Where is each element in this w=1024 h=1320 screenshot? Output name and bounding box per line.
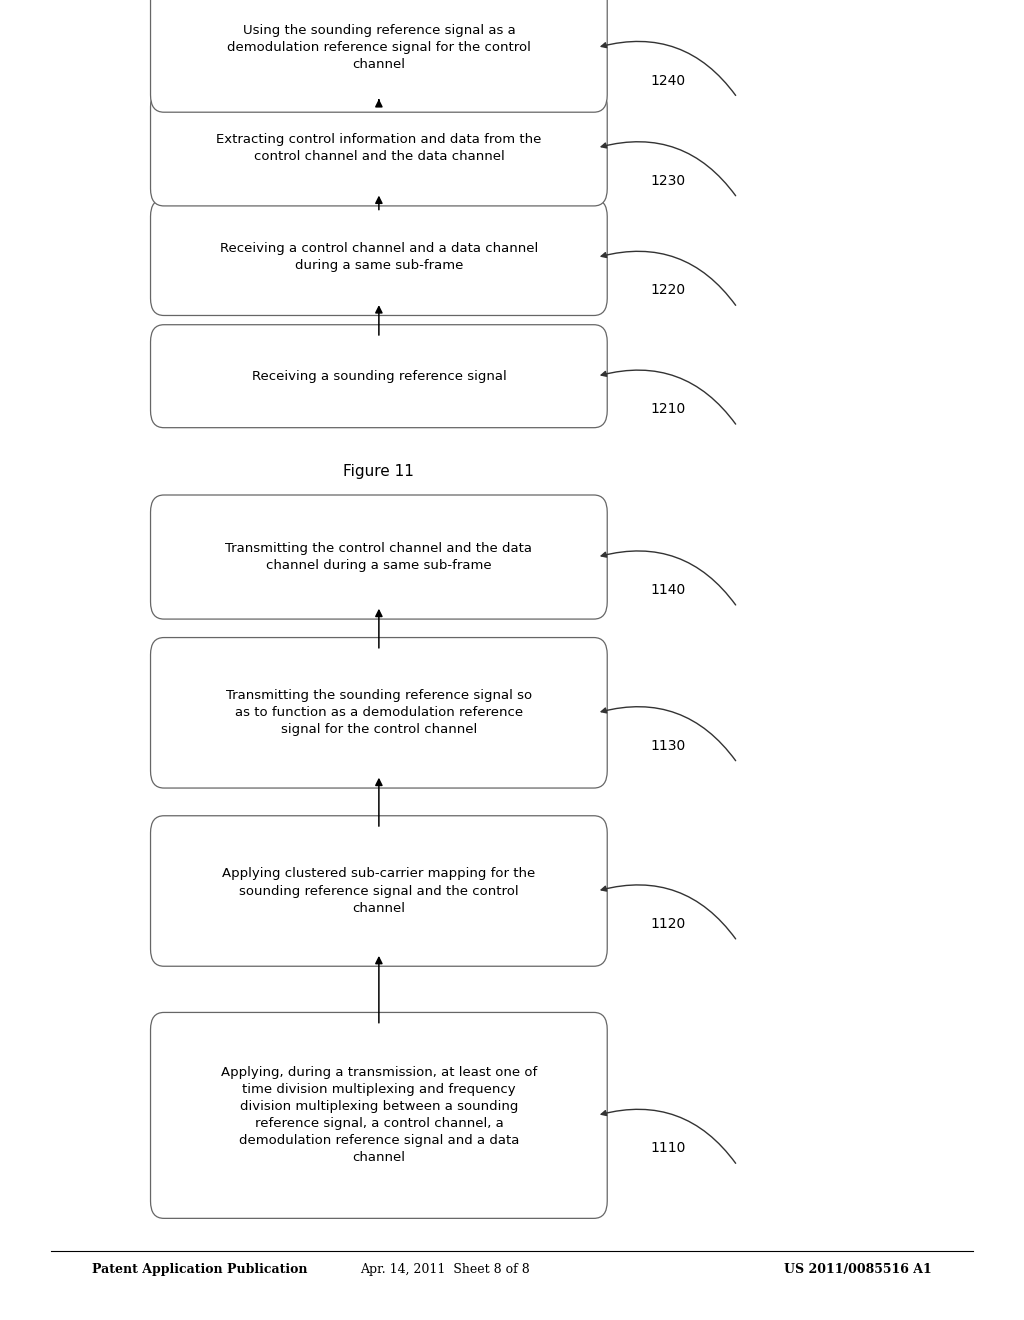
Text: Applying clustered sub-carrier mapping for the
sounding reference signal and the: Applying clustered sub-carrier mapping f… <box>222 867 536 915</box>
Text: 1230: 1230 <box>650 174 685 187</box>
Text: Transmitting the control channel and the data
channel during a same sub-frame: Transmitting the control channel and the… <box>225 543 532 572</box>
Text: Applying, during a transmission, at least one of
time division multiplexing and : Applying, during a transmission, at leas… <box>221 1067 537 1164</box>
Text: 1120: 1120 <box>650 917 685 931</box>
Text: 1130: 1130 <box>650 739 685 752</box>
Text: 1210: 1210 <box>650 403 685 416</box>
Text: 1220: 1220 <box>650 284 685 297</box>
Text: Figure 11: Figure 11 <box>343 463 415 479</box>
Text: Apr. 14, 2011  Sheet 8 of 8: Apr. 14, 2011 Sheet 8 of 8 <box>360 1263 530 1276</box>
Text: 1240: 1240 <box>650 74 685 87</box>
FancyBboxPatch shape <box>151 816 607 966</box>
FancyBboxPatch shape <box>151 325 607 428</box>
Text: Receiving a control channel and a data channel
during a same sub-frame: Receiving a control channel and a data c… <box>220 243 538 272</box>
Text: Extracting control information and data from the
control channel and the data ch: Extracting control information and data … <box>216 133 542 162</box>
Text: Receiving a sounding reference signal: Receiving a sounding reference signal <box>252 370 506 383</box>
Text: Using the sounding reference signal as a
demodulation reference signal for the c: Using the sounding reference signal as a… <box>227 24 530 71</box>
FancyBboxPatch shape <box>151 638 607 788</box>
FancyBboxPatch shape <box>151 199 607 315</box>
Text: Patent Application Publication: Patent Application Publication <box>92 1263 307 1276</box>
Text: Transmitting the sounding reference signal so
as to function as a demodulation r: Transmitting the sounding reference sign… <box>226 689 531 737</box>
FancyBboxPatch shape <box>151 0 607 112</box>
FancyBboxPatch shape <box>151 495 607 619</box>
Text: 1110: 1110 <box>650 1142 686 1155</box>
Text: US 2011/0085516 A1: US 2011/0085516 A1 <box>784 1263 932 1276</box>
FancyBboxPatch shape <box>151 1012 607 1218</box>
Text: 1140: 1140 <box>650 583 685 597</box>
FancyBboxPatch shape <box>151 90 607 206</box>
